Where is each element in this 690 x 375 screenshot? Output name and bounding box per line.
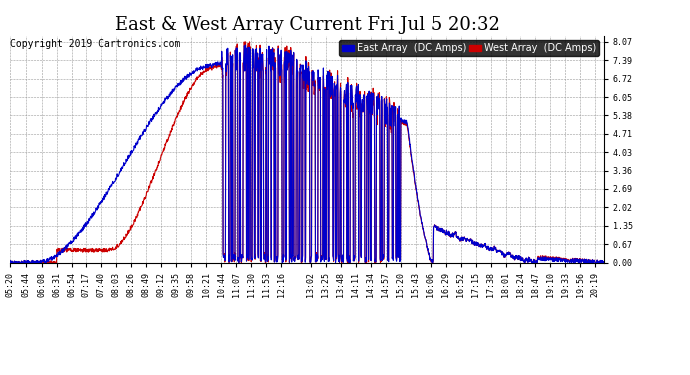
Text: Copyright 2019 Cartronics.com: Copyright 2019 Cartronics.com [10, 39, 181, 50]
Title: East & West Array Current Fri Jul 5 20:32: East & West Array Current Fri Jul 5 20:3… [115, 16, 500, 34]
Legend: East Array  (DC Amps), West Array  (DC Amps): East Array (DC Amps), West Array (DC Amp… [339, 40, 599, 56]
